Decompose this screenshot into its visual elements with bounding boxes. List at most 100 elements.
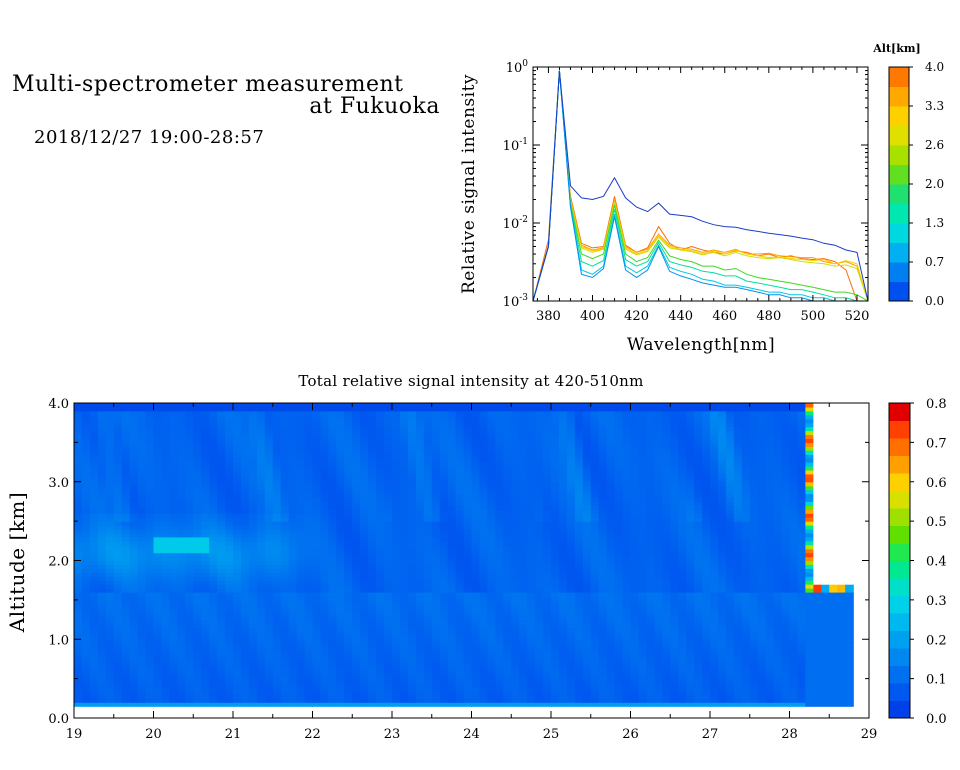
heatmap-cell — [479, 469, 489, 475]
heatmap-cell — [431, 532, 441, 538]
heatmap-cell — [328, 509, 337, 514]
heatmap-cell — [559, 422, 568, 428]
heatmap-cell — [241, 655, 250, 660]
heatmap-cell — [97, 529, 107, 534]
heatmap-cell — [535, 619, 544, 625]
heatmap-cell — [543, 501, 552, 506]
heatmap-cell — [360, 540, 369, 546]
heatmap-cell — [320, 666, 330, 672]
heatmap-cell — [248, 564, 258, 569]
heatmap-cell — [471, 666, 481, 672]
heatmap-cell — [368, 595, 377, 601]
heatmap-cell — [407, 666, 417, 672]
heatmap-cell — [312, 568, 322, 573]
heatmap-cell — [503, 627, 512, 632]
heatmap-cell — [177, 544, 186, 550]
heatmap-cell — [431, 426, 441, 432]
heatmap-cell — [407, 651, 417, 656]
heatmap-cell — [264, 686, 274, 691]
heatmap-cell — [121, 588, 131, 593]
heatmap-cell — [344, 410, 353, 416]
heatmap-cell — [272, 517, 282, 522]
heatmap-cell — [352, 548, 361, 554]
alt-colorbar-tick-label: 2.6 — [925, 138, 944, 152]
heatmap-cell — [256, 584, 266, 589]
heatmap-cell — [169, 458, 178, 463]
heatmap-cell — [463, 686, 473, 691]
heatmap-cell — [121, 481, 131, 487]
heatmap-cell — [392, 513, 401, 518]
heatmap-cell — [543, 450, 552, 455]
heatmap-cell — [225, 702, 234, 707]
heatmap-cell — [527, 690, 536, 695]
heatmap-cell — [336, 422, 345, 428]
heatmap-cell — [551, 686, 560, 691]
heatmap-cell — [376, 493, 385, 499]
heatmap-cell — [368, 556, 377, 562]
heatmap-cell — [463, 469, 473, 475]
heatmap-cell — [431, 690, 441, 695]
heatmap-cell — [264, 627, 274, 632]
heatmap-cell — [217, 568, 226, 573]
heatmap-cell — [495, 607, 504, 613]
heatmap-cell — [487, 446, 496, 451]
heatmap-cell — [376, 615, 385, 621]
heatmap-cell — [217, 647, 226, 652]
heatmap-cell — [312, 469, 322, 475]
heatmap-cell — [209, 552, 218, 558]
heatmap-cell — [344, 690, 353, 695]
heatmap-cell — [368, 521, 377, 526]
heatmap-cell — [551, 501, 560, 506]
heatmap-cell — [423, 666, 433, 672]
heatmap-cell — [193, 611, 202, 617]
heatmap-cell — [439, 544, 449, 550]
heatmap-cell — [153, 466, 163, 471]
heatmap-cell — [241, 631, 250, 636]
heatmap-cell — [296, 489, 306, 495]
heatmap-cell — [415, 595, 425, 601]
heatmap-cell — [551, 513, 560, 518]
heatmap-cell — [415, 556, 425, 562]
heatmap-cell — [193, 489, 202, 495]
heatmap-cell — [543, 521, 552, 526]
heatmap-cell — [415, 529, 425, 534]
heatmap-cell — [225, 694, 234, 699]
heatmap-cell — [280, 702, 290, 707]
heatmap-cell — [129, 446, 139, 451]
heatmap-cell — [97, 462, 107, 467]
heatmap-cell — [137, 595, 147, 601]
heatmap-cell — [169, 584, 178, 589]
heatmap-cell — [566, 584, 576, 589]
heatmap-cell — [137, 682, 147, 688]
heatmap-cell — [177, 497, 186, 502]
heatmap-cell — [113, 525, 123, 530]
heatmap-cell — [439, 690, 449, 695]
heatmap-cell — [145, 509, 155, 514]
heatmap-cell — [519, 434, 528, 439]
heatmap-cell — [392, 418, 401, 424]
heatmap-cell — [439, 556, 449, 562]
heatmap-cell — [471, 406, 481, 412]
heatmap-cell — [217, 694, 226, 699]
heatmap-cell — [463, 493, 473, 499]
heatmap-cell — [455, 438, 465, 443]
heatmap-cell — [169, 639, 178, 644]
heatmap-cell — [495, 560, 504, 565]
heatmap-cell — [177, 548, 186, 554]
heatmap-cell — [241, 682, 250, 688]
heatmap-cell — [527, 576, 536, 581]
heatmap-cell — [471, 454, 481, 459]
heatmap-cell — [320, 548, 330, 554]
heatmap-cell — [185, 682, 194, 688]
heatmap-cell — [535, 580, 544, 585]
heatmap-cell — [225, 403, 234, 408]
heatmap-cell — [280, 627, 290, 632]
heatmap-cell — [344, 651, 353, 656]
heatmap-cell — [431, 682, 441, 688]
heatmap-cell — [97, 552, 107, 558]
heatmap-cell — [360, 702, 369, 707]
heatmap-cell — [368, 615, 377, 621]
heatmap-cell — [376, 623, 385, 628]
heatmap-cell — [241, 517, 250, 522]
heatmap-cell — [225, 627, 234, 632]
